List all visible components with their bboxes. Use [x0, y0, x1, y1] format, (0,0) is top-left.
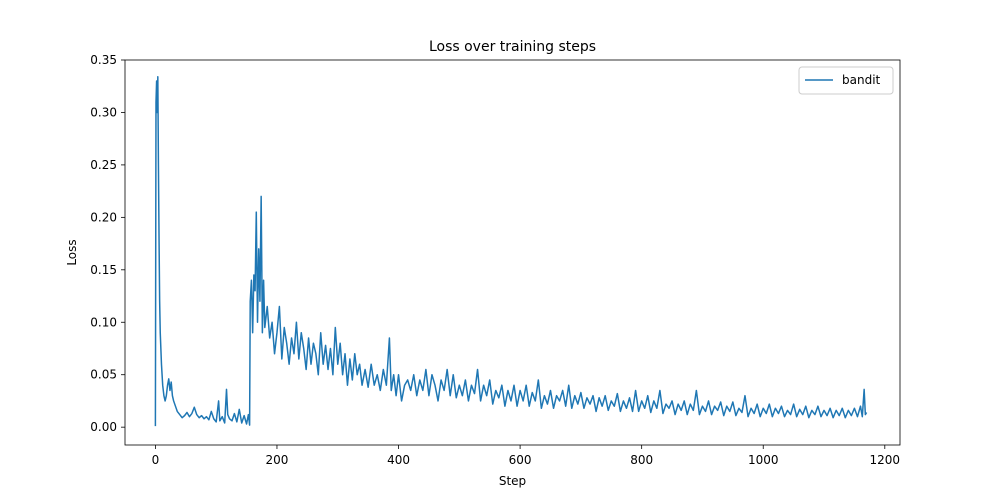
y-tick-label: 0.15 [90, 263, 117, 277]
x-tick-label: 600 [509, 453, 532, 467]
x-tick-label: 0 [152, 453, 160, 467]
series-line-bandit [154, 76, 868, 427]
y-tick-label: 0.10 [90, 315, 117, 329]
x-tick-label: 400 [387, 453, 410, 467]
legend: bandit [798, 66, 894, 95]
y-tick-label: 0.30 [90, 105, 117, 119]
x-axis-label: Step [499, 474, 526, 488]
y-axis-label: Loss [65, 239, 79, 265]
legend-box [798, 66, 894, 95]
legend-label: bandit [842, 73, 881, 87]
chart-title: Loss over training steps [429, 39, 596, 55]
x-tick-label: 1000 [748, 453, 779, 467]
x-tick-label: 800 [630, 453, 653, 467]
y-axis: 0.00 0.05 0.10 0.15 0.20 0.25 0.30 0.35 [90, 53, 125, 434]
y-tick-label: 0.25 [90, 158, 117, 172]
plot-frame [124, 59, 901, 446]
y-tick-label: 0.00 [90, 420, 117, 434]
y-tick-label: 0.20 [90, 210, 117, 224]
y-tick-label: 0.05 [90, 368, 117, 382]
series-layer [154, 76, 868, 427]
x-tick-label: 200 [266, 453, 289, 467]
x-tick-label: 1200 [870, 453, 901, 467]
x-axis: 0 200 400 600 800 1000 1200 [152, 445, 901, 467]
y-tick-label: 0.35 [90, 53, 117, 67]
